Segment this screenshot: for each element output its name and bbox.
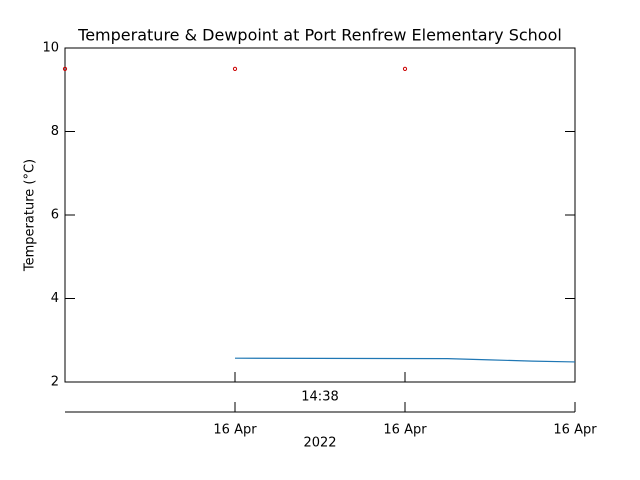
data-point [62, 66, 68, 71]
chart-title: Temperature & Dewpoint at Port Renfrew E… [77, 26, 562, 45]
annotation: 14:38 [301, 390, 338, 405]
x-tick-label: 16 Apr [553, 423, 597, 438]
data-point [402, 66, 408, 71]
y-tick-label: 8 [51, 124, 59, 139]
y-tick-label: 4 [51, 291, 59, 306]
y-tick-label: 2 [51, 375, 59, 390]
y-axis-label: Temperature (°C) [23, 159, 38, 272]
series-line [234, 357, 576, 363]
x-tick-label: 16 Apr [213, 423, 257, 438]
data-point [232, 66, 238, 71]
annotation: 2022 [303, 436, 336, 451]
y-tick-label: 10 [42, 41, 59, 56]
x-tick-label: 16 Apr [383, 423, 427, 438]
y-tick-label: 6 [51, 208, 59, 223]
